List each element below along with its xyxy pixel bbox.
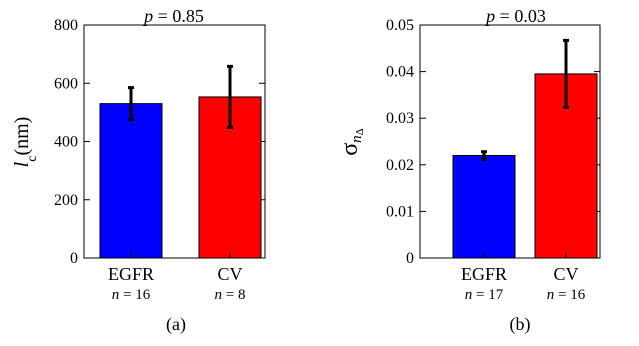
panel-a-ytick-label-2: 400 bbox=[54, 134, 78, 151]
panel-a-marks: 0 200 400 600 800 bbox=[54, 17, 265, 267]
panel-a-sample-size-0: n = 16 bbox=[112, 287, 151, 303]
panel-a-ytick-label-1: 200 bbox=[54, 192, 78, 209]
panel-a-y-axis-label: lc(nm) bbox=[11, 117, 40, 168]
panel-a-p-annotation: p = 0.85 bbox=[142, 6, 204, 26]
panel-b-sample-size-1: n = 16 bbox=[547, 287, 586, 303]
panel-b-ytick-label-4: 0.04 bbox=[386, 64, 414, 81]
panel-b-bar-egfr bbox=[452, 154, 516, 259]
panel-b-ytick-label-1: 0.01 bbox=[386, 203, 414, 220]
panel-a-category-label-0: EGFR bbox=[108, 264, 154, 284]
panel-a-sample-size-1: n = 8 bbox=[215, 287, 246, 303]
panel-a-ytick-label-4: 800 bbox=[54, 17, 78, 34]
panel-a-label: (a) bbox=[166, 314, 186, 335]
panel-b-p-annotation: p = 0.03 bbox=[484, 6, 546, 26]
panel-a-bar-egfr bbox=[99, 103, 163, 259]
panel-b-ytick-label-5: 0.05 bbox=[386, 17, 414, 34]
panel-b: 00.010.020.030.040.05 p = 0.03 σnΔ EGFR … bbox=[337, 6, 601, 335]
panel-b-category-label-0: EGFR bbox=[461, 264, 507, 284]
panel-b-label: (b) bbox=[510, 314, 531, 335]
panel-b-y-axis-label: σnΔ bbox=[337, 128, 366, 156]
panel-a-ytick-label-3: 600 bbox=[54, 75, 78, 92]
panel-b-ytick-label-2: 0.02 bbox=[386, 157, 414, 174]
panel-a-category-label-1: CV bbox=[217, 264, 242, 284]
panel-b-sample-size-0: n = 17 bbox=[465, 287, 504, 303]
panel-b-ytick-label-3: 0.03 bbox=[386, 110, 414, 127]
panel-b-marks: 0 0.01 0.02 0.03 0.04 0.05 bbox=[386, 17, 600, 267]
panel-b-ytick-label-0: 0 bbox=[406, 250, 414, 267]
panel-a-ytick-label-0: 0 bbox=[70, 250, 78, 267]
panel-a: 0 200 400 600 800 p = 0.85 lc(nm) EGFR CV n … bbox=[11, 6, 266, 335]
panel-b-category-label-1: CV bbox=[553, 264, 578, 284]
